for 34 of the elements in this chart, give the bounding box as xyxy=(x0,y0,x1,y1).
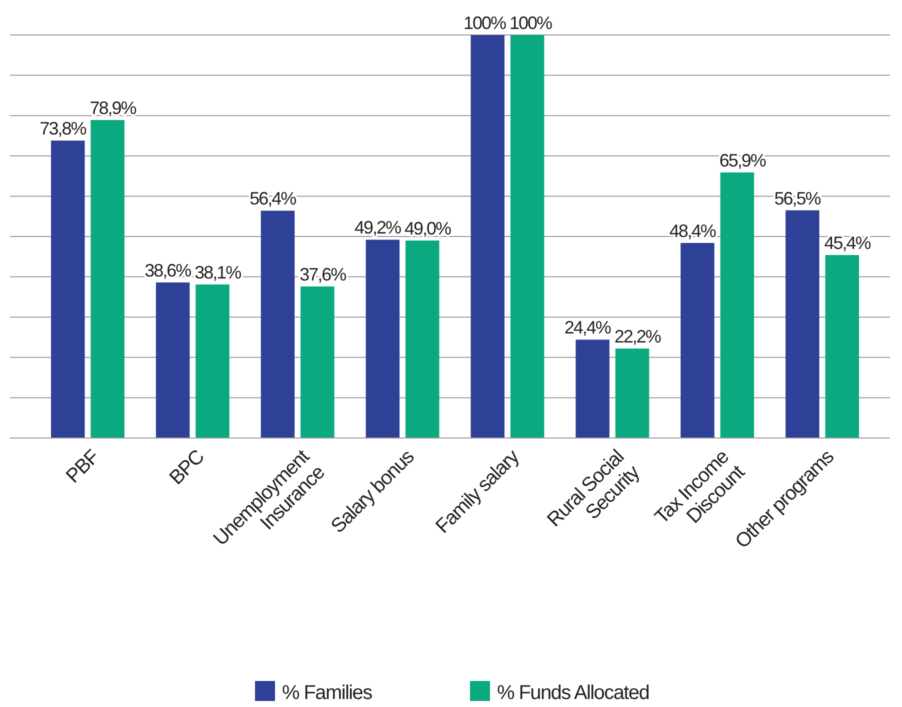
bar xyxy=(720,172,754,438)
data-label: 49,2% xyxy=(354,218,402,238)
data-label: 45,4% xyxy=(824,233,872,254)
data-label: 65,9% xyxy=(719,150,766,170)
bar xyxy=(615,348,650,438)
data-label: 100% xyxy=(463,13,506,33)
data-label: 78,9% xyxy=(90,98,137,118)
bar xyxy=(300,286,334,438)
bar xyxy=(196,284,230,438)
bar xyxy=(576,340,610,438)
bar xyxy=(50,140,85,438)
data-label: 37,6% xyxy=(300,264,347,284)
data-label: 100% xyxy=(509,13,552,33)
data-label: 22,2% xyxy=(614,326,662,347)
bar xyxy=(510,35,544,438)
bar xyxy=(786,210,820,438)
data-label: 56,5% xyxy=(774,188,822,208)
bar xyxy=(90,120,124,438)
data-label: 49,0% xyxy=(404,218,452,239)
bar xyxy=(680,242,714,438)
bar xyxy=(406,240,440,438)
bar xyxy=(366,240,400,438)
data-label: 38,1% xyxy=(194,262,242,282)
bar xyxy=(470,35,504,438)
legend-label: % Families xyxy=(282,682,373,704)
data-label: 48,4% xyxy=(669,220,716,241)
bar xyxy=(156,282,190,438)
data-label: 38,6% xyxy=(144,260,192,280)
data-label: 56,4% xyxy=(250,188,297,209)
legend-label: % Funds Allocated xyxy=(497,682,650,704)
bar xyxy=(260,210,295,438)
bar xyxy=(825,255,860,438)
data-label: 24,4% xyxy=(564,318,612,338)
data-label: 73,8% xyxy=(40,118,87,139)
